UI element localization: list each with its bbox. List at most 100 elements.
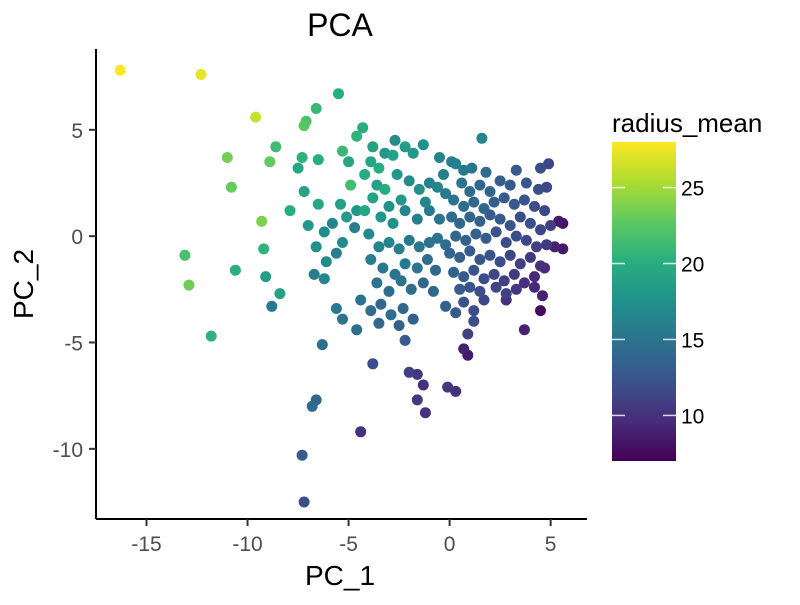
- x-tick-label: -5: [339, 533, 358, 556]
- x-tick-label: -10: [232, 533, 262, 556]
- data-point: [535, 224, 546, 236]
- data-point: [260, 271, 272, 283]
- data-point: [383, 200, 395, 212]
- data-point: [537, 290, 548, 302]
- data-point: [494, 175, 506, 187]
- data-point: [292, 162, 304, 174]
- data-point: [498, 192, 510, 204]
- data-point: [458, 271, 470, 283]
- data-point: [343, 156, 355, 168]
- data-point: [363, 228, 375, 240]
- data-point: [421, 254, 433, 265]
- data-point: [531, 241, 542, 253]
- data-point: [389, 134, 401, 146]
- data-point: [375, 211, 387, 223]
- data-point: [423, 177, 435, 189]
- data-point: [464, 186, 476, 197]
- colorbar-tick-label: 10: [681, 405, 704, 428]
- data-point: [432, 232, 443, 244]
- data-point: [393, 243, 405, 255]
- data-point: [333, 88, 344, 100]
- data-point: [490, 226, 502, 238]
- y-ticks: -10 -5 0 5: [53, 120, 96, 462]
- data-point: [359, 169, 371, 180]
- data-point: [357, 122, 369, 134]
- data-point: [397, 303, 409, 314]
- data-point: [195, 69, 207, 80]
- data-point: [474, 285, 486, 297]
- data-point: [258, 243, 270, 255]
- data-point: [403, 175, 415, 187]
- x-ticks: -15 -10 -5 0 5: [131, 519, 556, 556]
- data-point: [114, 64, 126, 76]
- data-point: [296, 152, 308, 163]
- data-point: [464, 245, 476, 257]
- data-point: [440, 188, 452, 200]
- data-point: [310, 241, 322, 253]
- data-point: [351, 130, 363, 142]
- data-point: [478, 294, 490, 306]
- data-point: [395, 275, 407, 287]
- data-point: [349, 222, 361, 234]
- data-point: [250, 111, 262, 123]
- x-tick-label: 0: [444, 533, 456, 556]
- data-point: [423, 237, 435, 248]
- data-point: [484, 186, 496, 197]
- data-point: [504, 249, 516, 261]
- data-point: [518, 277, 530, 289]
- data-point: [274, 288, 286, 300]
- data-point: [312, 154, 324, 166]
- x-tick-label: 5: [545, 533, 557, 556]
- data-point: [367, 141, 379, 153]
- colorbar-title: radius_mean: [612, 108, 762, 138]
- data-point: [458, 343, 470, 355]
- data-point: [539, 205, 551, 217]
- data-point: [480, 166, 492, 178]
- chart-title: PCA: [307, 7, 373, 43]
- data-point: [270, 141, 282, 153]
- data-point: [335, 198, 346, 210]
- data-point: [320, 256, 332, 268]
- data-point: [468, 315, 480, 327]
- data-point: [413, 183, 425, 195]
- data-point: [440, 300, 452, 312]
- data-point: [359, 205, 371, 217]
- data-point: [411, 262, 423, 274]
- data-point: [367, 192, 379, 204]
- data-point: [221, 152, 233, 163]
- data-point: [225, 181, 237, 193]
- data-point: [535, 260, 546, 272]
- data-point: [524, 217, 536, 229]
- data-point: [432, 181, 443, 193]
- data-point: [498, 275, 510, 287]
- colorbar-tick-label: 15: [681, 329, 704, 352]
- data-point: [345, 179, 357, 191]
- data-point: [504, 179, 516, 191]
- data-point: [205, 330, 217, 342]
- data-point: [454, 217, 466, 229]
- data-point: [442, 381, 454, 393]
- data-point: [179, 249, 191, 261]
- data-point: [510, 283, 522, 295]
- data-point: [371, 277, 383, 289]
- data-point: [411, 213, 423, 225]
- data-point: [375, 298, 387, 310]
- data-point: [488, 196, 500, 208]
- data-point: [518, 324, 530, 336]
- data-point: [306, 400, 318, 412]
- data-point: [464, 211, 476, 223]
- data-point: [298, 186, 310, 197]
- data-point: [448, 194, 460, 206]
- data-point: [510, 230, 522, 242]
- data-point: [308, 268, 320, 280]
- data-point: [508, 198, 520, 210]
- data-point: [302, 220, 314, 231]
- data-point: [337, 237, 348, 248]
- data-point: [296, 449, 308, 461]
- data-point: [351, 205, 363, 217]
- data-point: [298, 120, 310, 132]
- data-point: [518, 194, 530, 206]
- data-point: [529, 200, 540, 212]
